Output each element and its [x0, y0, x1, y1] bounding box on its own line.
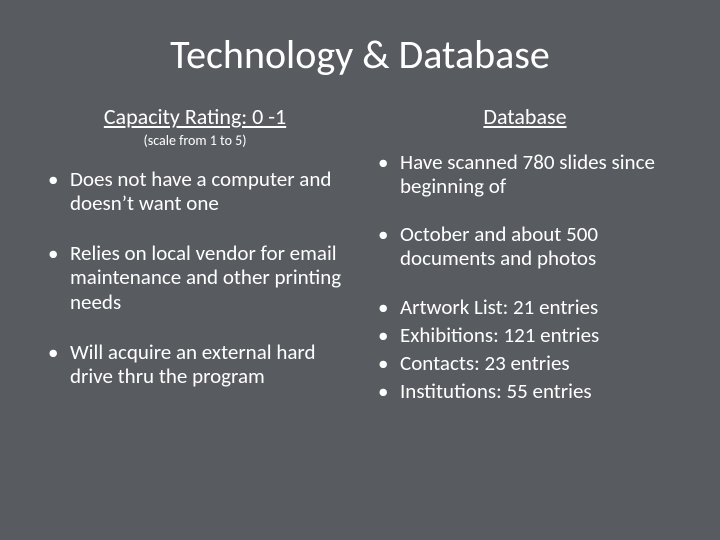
list-item: Relies on local vendor for email mainten…	[46, 241, 350, 313]
left-bullet-list: Does not have a computer and doesn’t wan…	[40, 167, 350, 414]
list-item: Institutions: 55 entries	[376, 379, 680, 403]
columns: Capacity Rating: 0 -1 (scale from 1 to 5…	[40, 103, 680, 520]
left-column-subheader: (scale from 1 to 5)	[40, 132, 350, 149]
list-item: Have scanned 780 slides since beginning …	[376, 150, 680, 198]
list-item: Artwork List: 21 entries	[376, 295, 680, 319]
left-column: Capacity Rating: 0 -1 (scale from 1 to 5…	[40, 103, 350, 520]
list-item: Exhibitions: 121 entries	[376, 323, 680, 347]
right-column: Database Have scanned 780 slides since b…	[370, 103, 680, 520]
slide-title: Technology & Database	[40, 30, 680, 79]
right-bullet-list: Have scanned 780 slides since beginning …	[370, 150, 680, 407]
list-item: Will acquire an external hard drive thru…	[46, 340, 350, 388]
list-item: Does not have a computer and doesn’t wan…	[46, 167, 350, 215]
left-column-header: Capacity Rating: 0 -1	[40, 103, 350, 130]
right-column-header: Database	[370, 103, 680, 130]
list-item: October and about 500 documents and phot…	[376, 222, 680, 270]
slide: Technology & Database Capacity Rating: 0…	[0, 0, 720, 540]
spacer	[370, 132, 680, 150]
list-item: Contacts: 23 entries	[376, 351, 680, 375]
